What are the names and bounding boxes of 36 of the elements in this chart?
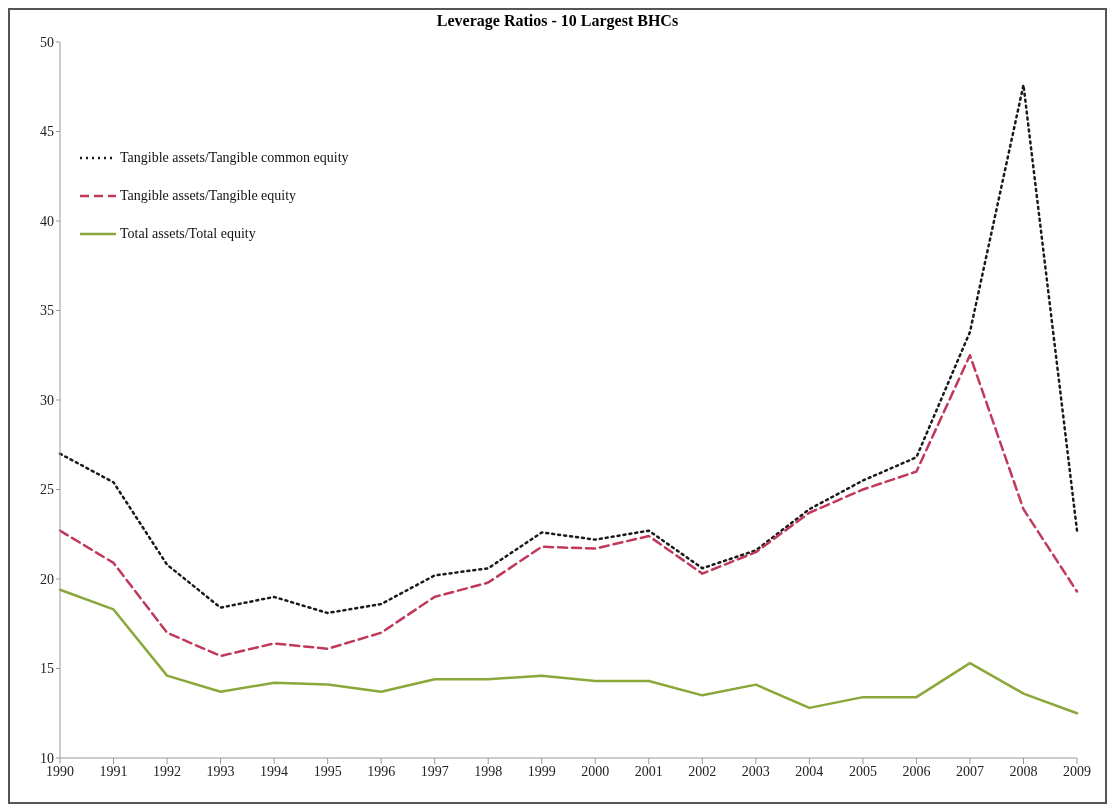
x-tick-label: 2000 — [581, 763, 610, 779]
y-tick-label: 40 — [40, 213, 54, 229]
x-tick-label: 2006 — [902, 763, 931, 779]
x-tick-label: 2007 — [955, 763, 984, 779]
y-tick-label: 30 — [40, 392, 54, 408]
y-tick-label: 25 — [40, 482, 54, 498]
line-series — [58, 83, 1079, 615]
y-tick-label: 50 — [40, 34, 54, 50]
y-tick-label: 20 — [40, 571, 54, 587]
legend-label: Total assets/Total equity — [120, 226, 256, 242]
chart-title: Leverage Ratios - 10 Largest BHCs — [435, 11, 680, 32]
x-tick-label: 2005 — [848, 763, 877, 779]
y-tick-label: 15 — [40, 661, 54, 677]
legend-label: Tangible assets/Tangible common equity — [120, 150, 349, 166]
x-tick-label: 2008 — [1009, 763, 1038, 779]
x-tick-label: 1993 — [206, 763, 235, 779]
line-series — [58, 588, 1079, 715]
x-tick-label: 2009 — [1063, 763, 1091, 779]
x-tick-label: 1995 — [313, 763, 342, 779]
legend-label: Tangible assets/Tangible equity — [120, 188, 297, 204]
x-tick-label: 2002 — [688, 763, 717, 779]
x-tick-label: 1991 — [99, 763, 128, 779]
x-tick-label: 1999 — [527, 763, 556, 779]
x-tick-label: 2001 — [634, 763, 663, 779]
x-tick-label: 1994 — [260, 763, 289, 779]
line-series — [58, 354, 1079, 658]
x-tick-label: 1990 — [46, 763, 74, 779]
x-tick-label: 2003 — [741, 763, 770, 779]
x-tick-label: 1992 — [153, 763, 182, 779]
x-tick-label: 1998 — [474, 763, 503, 779]
y-tick-label: 45 — [40, 124, 54, 140]
x-tick-label: 1997 — [420, 763, 449, 779]
y-tick-label: 35 — [40, 303, 54, 319]
x-tick-label: 1996 — [367, 763, 396, 779]
x-tick-label: 2004 — [795, 763, 824, 779]
y-tick-label: 10 — [40, 750, 54, 766]
